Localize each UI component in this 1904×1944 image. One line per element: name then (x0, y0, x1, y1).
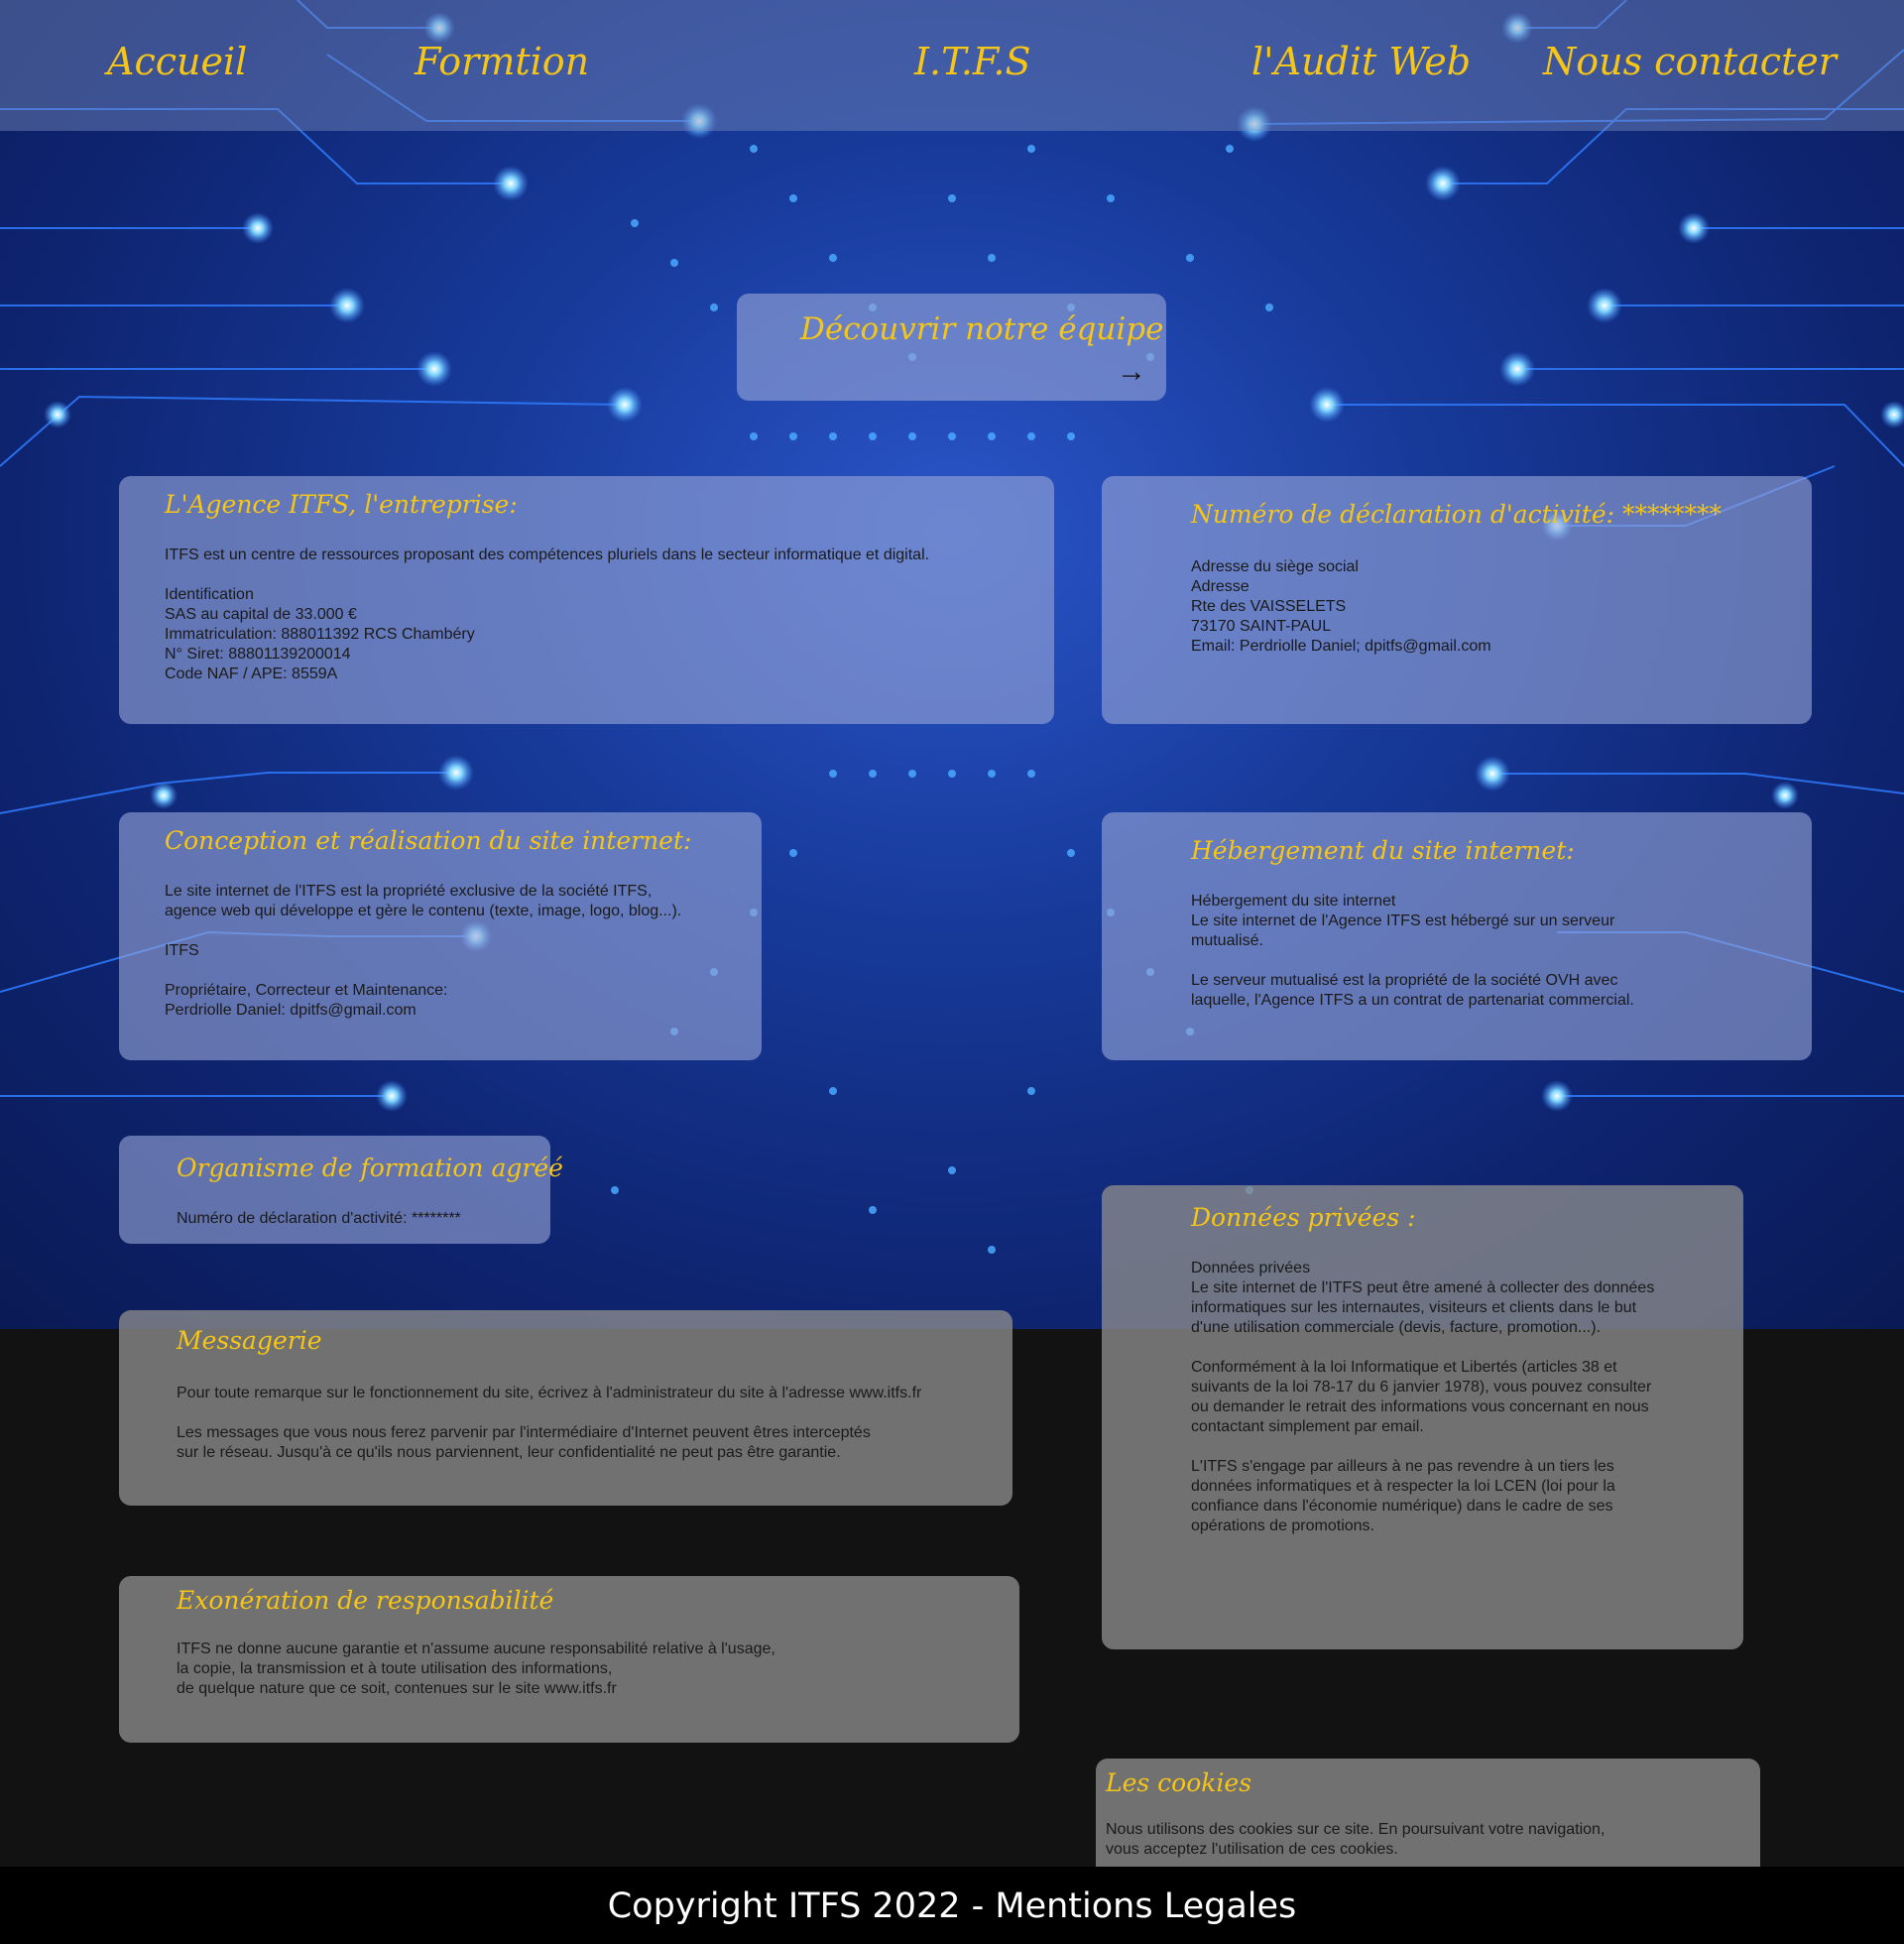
hosting-panel: Hébergement du site internet: Hébergemen… (1102, 812, 1812, 1060)
declaration-text: Adresse du siège social Adresse Rte des … (1191, 558, 1491, 655)
nav-home-link[interactable]: Accueil (107, 40, 248, 83)
messaging-text: Pour toute remarque sur le fonctionnemen… (177, 1385, 922, 1461)
hosting-title: Hébergement du site internet: (1191, 836, 1575, 865)
declaration-panel: Numéro de déclaration d'activité: ******… (1102, 476, 1812, 724)
disclaimer-title: Exonération de responsabilité (177, 1586, 554, 1615)
design-text: Le site internet de l'ITFS est la propri… (165, 883, 682, 1019)
private-data-text: Données privées Le site internet de l'IT… (1191, 1260, 1655, 1534)
declaration-title: Numéro de déclaration d'activité: ******… (1191, 500, 1723, 529)
training-org-title: Organisme de formation agréé (177, 1154, 563, 1182)
design-panel: Conception et réalisation du site intern… (119, 812, 762, 1060)
footer-copyright-link[interactable]: Copyright ITFS 2022 - Mentions Legales (607, 1886, 1297, 1926)
messaging-panel: Messagerie Pour toute remarque sur le fo… (119, 1310, 1012, 1506)
disclaimer-text: ITFS ne donne aucune garantie et n'assum… (177, 1640, 775, 1697)
training-org-text: Numéro de déclaration d'activité: ******… (177, 1210, 461, 1227)
nav-training-link[interactable]: Formtion (415, 40, 590, 83)
training-org-panel: Organisme de formation agréé Numéro de d… (119, 1136, 563, 1244)
discover-team-button[interactable]: Découvrir notre équipe → (737, 294, 1166, 401)
agency-title: L'Agence ITFS, l'entreprise: (165, 490, 518, 519)
footer: Copyright ITFS 2022 - Mentions Legales (0, 1867, 1904, 1944)
nav-brand-link[interactable]: I.T.F.S (914, 40, 1031, 83)
agency-text: ITFS est un centre de ressources proposa… (165, 547, 930, 682)
disclaimer-panel: Exonération de responsabilité ITFS ne do… (119, 1576, 1019, 1743)
arrow-right-icon: → (1117, 355, 1146, 388)
top-navigation: Accueil Formtion I.T.F.S l'Audit Web Nou… (0, 0, 1904, 131)
hosting-text: Hébergement du site internet Le site int… (1191, 893, 1634, 1009)
nav-audit-link[interactable]: l'Audit Web (1251, 40, 1472, 83)
messaging-title: Messagerie (177, 1326, 322, 1355)
design-title: Conception et réalisation du site intern… (165, 826, 692, 855)
private-data-panel: Données privées : Données privées Le sit… (1102, 1185, 1743, 1649)
discover-team-label: Découvrir notre équipe (800, 311, 1164, 347)
agency-panel: L'Agence ITFS, l'entreprise: ITFS est un… (119, 476, 1054, 724)
private-data-title: Données privées : (1191, 1203, 1416, 1232)
cookies-title: Les cookies (1106, 1768, 1252, 1797)
nav-contact-link[interactable]: Nous contacter (1543, 40, 1837, 83)
